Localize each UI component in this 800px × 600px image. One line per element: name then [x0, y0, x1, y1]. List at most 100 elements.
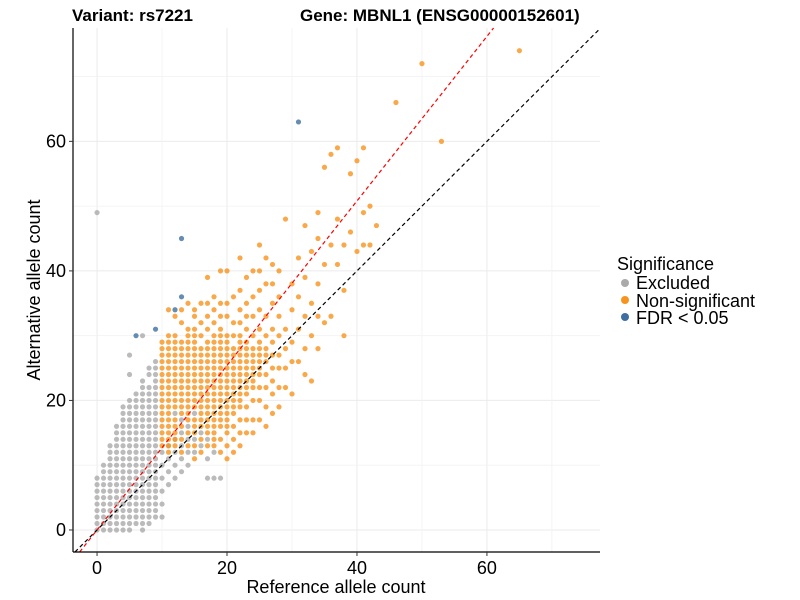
data-point — [146, 410, 152, 416]
data-point — [172, 371, 178, 378]
data-point — [152, 430, 159, 436]
legend-key-non-significant — [621, 296, 629, 304]
data-point — [120, 514, 126, 520]
data-point — [276, 365, 282, 371]
data-point — [224, 268, 230, 274]
data-point — [178, 365, 185, 371]
data-point — [295, 358, 302, 365]
data-point — [367, 242, 373, 248]
data-point — [172, 462, 178, 468]
data-point — [295, 255, 302, 261]
data-point — [100, 527, 107, 533]
data-point — [237, 255, 243, 261]
data-point — [256, 384, 263, 391]
data-point — [289, 307, 295, 313]
y-axis-title: Alternative allele count — [24, 199, 44, 380]
data-point — [211, 384, 217, 391]
data-point — [198, 397, 204, 404]
data-point — [237, 358, 243, 365]
data-point — [172, 352, 178, 358]
data-point — [302, 371, 308, 378]
data-point — [113, 514, 120, 520]
data-point — [146, 507, 152, 514]
legend-label-fdr: FDR < 0.05 — [636, 308, 729, 328]
data-point — [152, 436, 159, 442]
data-point — [152, 384, 159, 391]
data-point — [315, 209, 321, 216]
data-point — [120, 443, 126, 449]
data-point — [250, 384, 256, 391]
data-point — [243, 300, 250, 306]
data-point — [237, 391, 243, 397]
data-point — [159, 346, 165, 352]
data-point — [204, 371, 211, 378]
data-point — [308, 333, 315, 339]
data-point — [172, 397, 178, 404]
data-point — [360, 242, 367, 248]
data-point — [191, 346, 198, 352]
data-point — [172, 423, 178, 429]
data-point — [139, 436, 146, 442]
data-point — [146, 462, 152, 468]
data-point — [165, 423, 172, 429]
data-point — [198, 384, 204, 391]
data-point — [211, 352, 217, 358]
data-point — [224, 456, 230, 462]
data-point — [178, 346, 185, 352]
data-point — [152, 514, 159, 520]
data-point — [94, 209, 100, 216]
data-point — [328, 151, 334, 157]
data-point — [152, 494, 159, 501]
data-point — [178, 391, 185, 397]
data-point — [152, 410, 159, 416]
data-point — [133, 462, 139, 468]
data-point — [237, 333, 243, 339]
data-point — [250, 352, 256, 358]
data-point — [172, 384, 178, 391]
data-point — [113, 482, 120, 488]
data-point — [276, 352, 282, 358]
data-point — [120, 456, 126, 462]
data-point — [139, 417, 146, 423]
data-point — [191, 333, 198, 339]
data-point — [308, 300, 315, 306]
data-point — [256, 287, 263, 293]
data-point — [230, 384, 237, 391]
data-point — [165, 352, 172, 358]
data-point — [165, 410, 172, 416]
data-point — [263, 371, 269, 378]
data-point — [230, 449, 237, 455]
data-point — [256, 346, 263, 352]
data-point — [224, 365, 230, 371]
data-point — [185, 417, 191, 423]
y-tick-label: 40 — [46, 261, 66, 281]
data-point — [159, 358, 165, 365]
data-point — [178, 397, 185, 404]
data-point — [315, 346, 321, 352]
data-point — [302, 313, 308, 319]
data-point — [250, 268, 256, 274]
data-point — [146, 469, 152, 475]
data-point — [126, 520, 133, 527]
data-point — [178, 320, 185, 326]
data-point — [217, 300, 224, 306]
data-point — [289, 391, 295, 397]
data-point — [230, 365, 237, 371]
data-point — [159, 397, 165, 404]
data-point — [217, 313, 224, 319]
data-point — [146, 365, 152, 371]
x-axis-ticks: 0 20 40 60 — [92, 552, 497, 578]
data-point — [230, 371, 237, 378]
data-point — [146, 391, 152, 397]
data-point — [438, 138, 445, 144]
data-point — [139, 423, 146, 429]
data-point — [120, 404, 126, 410]
data-point — [302, 274, 308, 280]
data-point — [191, 378, 198, 384]
data-point — [113, 430, 120, 436]
data-point — [217, 365, 224, 371]
data-point — [373, 222, 380, 229]
data-point — [139, 488, 146, 494]
data-point — [237, 443, 243, 449]
